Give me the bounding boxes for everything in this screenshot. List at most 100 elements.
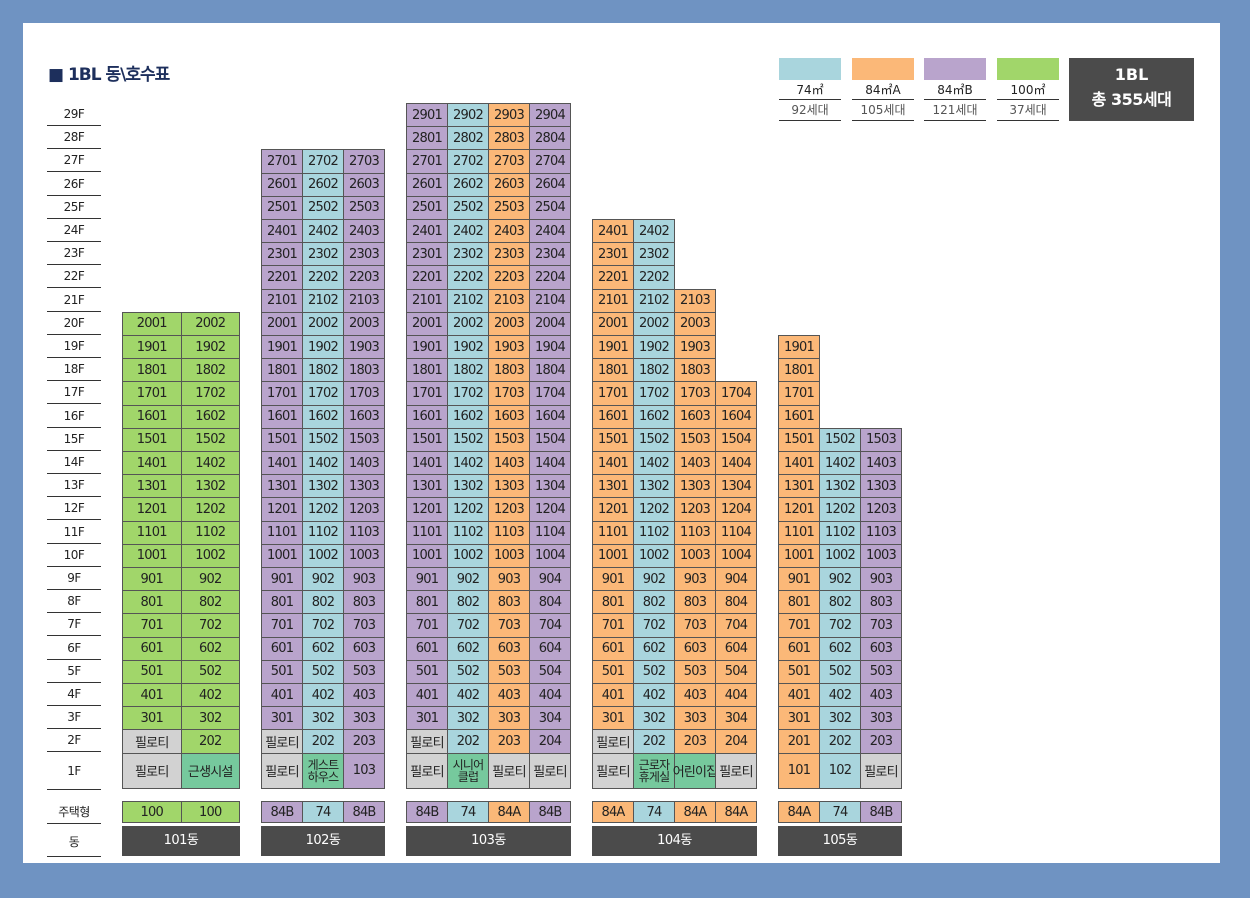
unit-cell: 2301 (406, 242, 448, 267)
unit-cell: 801 (592, 590, 634, 615)
unit-cell: 801 (122, 590, 182, 615)
unit-cell: 1004 (715, 543, 757, 568)
unit-cell: 2202 (633, 265, 675, 290)
unit-cell-1f: 필로티 (406, 752, 448, 789)
unit-cell: 702 (180, 613, 240, 638)
unit-cell: 502 (633, 659, 675, 684)
unit-cell: 1504 (715, 427, 757, 452)
unit-cell: 2104 (529, 288, 571, 313)
unit-cell: 504 (715, 659, 757, 684)
unit-cell: 701 (778, 613, 820, 638)
floor-label: 28F (47, 126, 101, 150)
unit-cell: 1503 (488, 427, 530, 452)
unit-cell: 2102 (633, 288, 675, 313)
unit-cell: 1604 (529, 404, 571, 429)
unit-cell: 303 (343, 706, 385, 731)
unit-cell: 2803 (488, 126, 530, 151)
unit-cell: 202 (447, 729, 489, 754)
unit-cell: 1301 (592, 474, 634, 499)
unit-cell: 604 (529, 636, 571, 661)
floor-label: 3F (47, 706, 101, 730)
unit-cell-1f: 근생시설 (180, 752, 240, 789)
unit-cell: 필로티 (261, 729, 303, 754)
unit-cell: 1001 (592, 543, 634, 568)
type-cell: 84A (488, 801, 530, 823)
unit-cell: 1603 (488, 404, 530, 429)
unit-cell: 902 (819, 567, 861, 592)
unit-cell: 1703 (343, 381, 385, 406)
unit-cell: 203 (674, 729, 716, 754)
unit-cell: 1702 (180, 381, 240, 406)
unit-cell: 1103 (674, 520, 716, 545)
floor-label: 6F (47, 637, 101, 660)
unit-cell: 401 (778, 683, 820, 708)
unit-cell: 2203 (488, 265, 530, 290)
unit-cell: 1401 (261, 451, 303, 476)
unit-cell: 1801 (778, 358, 820, 383)
floor-label: 5F (47, 660, 101, 683)
unit-cell: 2902 (447, 103, 489, 128)
unit-cell: 1602 (447, 404, 489, 429)
unit-cell: 702 (447, 613, 489, 638)
unit-cell: 901 (261, 567, 303, 592)
unit-cell: 501 (592, 659, 634, 684)
unit-cell: 2003 (343, 311, 385, 336)
unit-cell: 1704 (715, 381, 757, 406)
unit-cell: 2304 (529, 242, 571, 267)
unit-cell: 2402 (447, 219, 489, 244)
unit-cell: 2101 (406, 288, 448, 313)
unit-cell: 1003 (674, 543, 716, 568)
unit-cell: 1204 (715, 497, 757, 522)
unit-cell: 403 (674, 683, 716, 708)
unit-cell: 403 (860, 683, 902, 708)
unit-cell: 1502 (302, 427, 344, 452)
unit-cell: 2502 (302, 195, 344, 220)
unit-cell: 801 (261, 590, 303, 615)
unit-cell: 2001 (261, 311, 303, 336)
unit-cell: 2201 (406, 265, 448, 290)
unit-cell: 2004 (529, 311, 571, 336)
floor-label: 29F (47, 103, 101, 126)
floor-label: 19F (47, 335, 101, 358)
unit-cell: 502 (447, 659, 489, 684)
unit-cell: 903 (674, 567, 716, 592)
floor-label: 11F (47, 521, 101, 544)
unit-cell: 1502 (819, 427, 861, 452)
unit-cell: 1702 (302, 381, 344, 406)
unit-cell: 1703 (674, 381, 716, 406)
total-block-label: 1BL (1114, 65, 1149, 84)
unit-cell: 1103 (488, 520, 530, 545)
unit-cell: 1201 (778, 497, 820, 522)
unit-cell: 803 (488, 590, 530, 615)
unit-cell: 2504 (529, 195, 571, 220)
unit-cell: 401 (406, 683, 448, 708)
unit-cell: 2002 (633, 311, 675, 336)
unit-cell: 1802 (302, 358, 344, 383)
unit-cell: 1601 (261, 404, 303, 429)
unit-cell: 1901 (261, 335, 303, 360)
unit-cell: 1602 (633, 404, 675, 429)
legend-count: 105세대 (852, 100, 914, 121)
unit-cell: 2804 (529, 126, 571, 151)
unit-cell: 2302 (447, 242, 489, 267)
unit-cell: 1601 (406, 404, 448, 429)
unit-cell: 501 (406, 659, 448, 684)
unit-cell: 1901 (778, 335, 820, 360)
unit-cell: 304 (715, 706, 757, 731)
unit-cell: 402 (633, 683, 675, 708)
unit-cell: 502 (819, 659, 861, 684)
unit-cell: 2401 (592, 219, 634, 244)
unit-cell: 1001 (122, 543, 182, 568)
unit-cell: 2901 (406, 103, 448, 128)
unit-cell: 1801 (406, 358, 448, 383)
unit-cell: 1202 (819, 497, 861, 522)
unit-cell: 1004 (529, 543, 571, 568)
unit-cell: 1003 (488, 543, 530, 568)
unit-cell: 필로티 (122, 729, 182, 754)
unit-cell: 2303 (488, 242, 530, 267)
unit-cell: 401 (122, 683, 182, 708)
unit-cell: 1701 (261, 381, 303, 406)
unit-cell: 1902 (447, 335, 489, 360)
unit-cell-1f: 어린이집 (673, 752, 718, 789)
unit-cell: 801 (406, 590, 448, 615)
